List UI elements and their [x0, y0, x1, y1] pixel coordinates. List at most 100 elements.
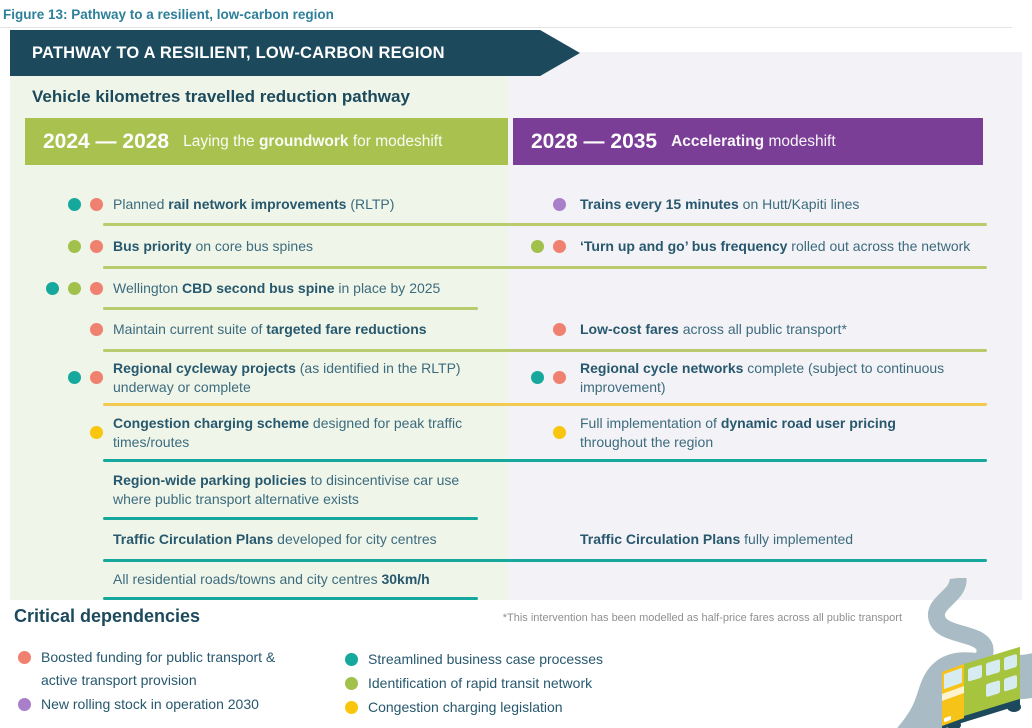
- milestone-dots: [35, 281, 103, 295]
- milestone-dots: [35, 239, 103, 253]
- dot-salmon: [18, 651, 31, 664]
- pathway-item-right: ‘Turn up and go’ bus frequency rolled ou…: [508, 226, 1022, 266]
- dot-green: [345, 677, 358, 690]
- row-separator: [103, 349, 987, 352]
- item-text: Trains every 15 minutes on Hutt/Kapiti l…: [580, 195, 860, 212]
- figure-caption: Figure 13: Pathway to a resilient, low-c…: [3, 7, 334, 22]
- pathway-figure: PATHWAY TO A RESILIENT, LOW-CARBON REGIO…: [10, 30, 1022, 728]
- milestone-dots: [35, 323, 103, 336]
- pathway-row: Wellington CBD second bus spine in place…: [10, 269, 1022, 307]
- bus-icon: [942, 646, 1021, 728]
- pathway-item-right: Low-cost fares across all public transpo…: [508, 310, 1022, 349]
- milestone-dots: [35, 426, 103, 439]
- banner-title: PATHWAY TO A RESILIENT, LOW-CARBON REGIO…: [32, 43, 445, 62]
- pathway-row: Region-wide parking policies to disincen…: [10, 462, 1022, 517]
- pathway-item-right: Full implementation of dynamic road user…: [508, 406, 1022, 459]
- item-text: ‘Turn up and go’ bus frequency rolled ou…: [580, 237, 971, 254]
- legend-item: Identification of rapid transit network: [345, 672, 655, 695]
- item-text: Regional cycleway projects (as identifie…: [113, 359, 461, 395]
- legend-label: Identification of rapid transit network: [368, 675, 593, 691]
- pathway-item-left: Traffic Circulation Plans developed for …: [10, 520, 508, 559]
- row-separator: [103, 459, 987, 462]
- pathway-row: Maintain current suite of targeted fare …: [10, 310, 1022, 349]
- dot-green: [531, 239, 544, 253]
- row-separator: [103, 517, 478, 520]
- pathway-item-left: Planned rail network improvements (RLTP): [10, 185, 508, 223]
- milestone-dots: [514, 371, 566, 384]
- pathway-item-right: [508, 462, 1022, 517]
- pathway-banner: PATHWAY TO A RESILIENT, LOW-CARBON REGIO…: [10, 30, 580, 76]
- dot-salmon: [553, 239, 566, 253]
- dot-salmon: [553, 323, 566, 336]
- item-text: All residential roads/towns and city cen…: [113, 571, 430, 587]
- row-separator: [103, 223, 987, 226]
- period-header-2028-2035: 2028 — 2035 Accelerating modeshift: [513, 118, 983, 165]
- legend-label: New rolling stock in operation 2030: [41, 696, 259, 712]
- dot-teal: [46, 281, 59, 295]
- legend-item: Congestion charging legislation: [345, 696, 655, 719]
- milestone-dots: [514, 239, 566, 253]
- dot-teal: [345, 653, 358, 666]
- caption-divider: [0, 27, 1012, 28]
- dependencies-legend-column-1: Boosted funding for public transport & a…: [18, 646, 308, 717]
- row-separator: [103, 266, 987, 269]
- pathway-row: Regional cycleway projects (as identifie…: [10, 352, 1022, 403]
- dot-salmon: [553, 371, 566, 384]
- dot-salmon: [90, 323, 103, 336]
- period-label: 2028 — 2035: [531, 129, 658, 153]
- dot-green: [68, 239, 81, 253]
- dot-teal: [68, 371, 81, 384]
- row-separator: [103, 559, 987, 562]
- item-text: Bus priority on core bus spines: [113, 237, 313, 254]
- pathway-subtitle: Vehicle kilometres travelled reduction p…: [32, 87, 410, 106]
- pathway-item-left: Congestion charging scheme designed for …: [10, 406, 508, 459]
- pathway-item-left: Maintain current suite of targeted fare …: [10, 310, 508, 349]
- row-separator: [103, 307, 478, 310]
- dot-salmon: [90, 371, 103, 384]
- milestone-dots: [514, 197, 566, 211]
- pathway-item-left: Wellington CBD second bus spine in place…: [10, 269, 508, 307]
- milestone-dots: [514, 323, 566, 336]
- pathway-item-right: [508, 269, 1022, 307]
- pathway-row: Traffic Circulation Plans developed for …: [10, 520, 1022, 559]
- pathway-item-right: Regional cycle networks complete (subjec…: [508, 352, 1022, 403]
- pathway-item-left: Region-wide parking policies to disincen…: [10, 462, 508, 517]
- pathway-item-right: Trains every 15 minutes on Hutt/Kapiti l…: [508, 185, 1022, 223]
- milestone-dots: [35, 197, 103, 211]
- period-label: 2024 — 2028: [43, 129, 170, 153]
- period-tagline: Accelerating modeshift: [671, 132, 836, 150]
- footnote: *This intervention has been modelled as …: [502, 612, 902, 624]
- dot-salmon: [90, 197, 103, 211]
- dot-green: [68, 281, 81, 295]
- pathway-item-right: Traffic Circulation Plans fully implemen…: [508, 520, 1022, 559]
- critical-dependencies-title: Critical dependencies: [14, 606, 201, 626]
- period-header-2024-2028: 2024 — 2028 Laying the groundwork for mo…: [25, 118, 508, 165]
- item-text: Full implementation of dynamic road user…: [580, 414, 896, 450]
- milestone-dots: [35, 371, 103, 384]
- item-text: Congestion charging scheme designed for …: [113, 414, 463, 450]
- pathway-item-left: All residential roads/towns and city cen…: [10, 562, 508, 597]
- pathway-row: Planned rail network improvements (RLTP)…: [10, 185, 1022, 223]
- pathway-item-left: Regional cycleway projects (as identifie…: [10, 352, 508, 403]
- dot-teal: [531, 371, 544, 384]
- dependencies-legend-column-2: Streamlined business case processes Ident…: [345, 648, 655, 720]
- dot-purple: [18, 698, 31, 711]
- dot-salmon: [90, 281, 103, 295]
- dot-teal: [68, 197, 81, 211]
- item-text: Planned rail network improvements (RLTP): [113, 195, 395, 212]
- pathway-row: Congestion charging scheme designed for …: [10, 406, 1022, 459]
- pathway-row: All residential roads/towns and city cen…: [10, 562, 1022, 597]
- item-text: Traffic Circulation Plans fully implemen…: [580, 531, 854, 547]
- dot-yellow: [90, 426, 103, 439]
- pathway-row: Bus priority on core bus spines ‘Turn up …: [10, 226, 1022, 266]
- item-text: Regional cycle networks complete (subjec…: [580, 359, 945, 395]
- legend-item: Streamlined business case processes: [345, 648, 655, 671]
- row-separator: [103, 403, 987, 406]
- dot-purple: [553, 197, 566, 211]
- dot-yellow: [553, 426, 566, 439]
- legend-item: New rolling stock in operation 2030: [18, 693, 308, 716]
- period-tagline: Laying the groundwork for modeshift: [183, 132, 443, 150]
- item-text: Wellington CBD second bus spine in place…: [113, 279, 441, 296]
- legend-label: Congestion charging legislation: [368, 699, 563, 715]
- legend-label: Streamlined business case processes: [368, 651, 604, 667]
